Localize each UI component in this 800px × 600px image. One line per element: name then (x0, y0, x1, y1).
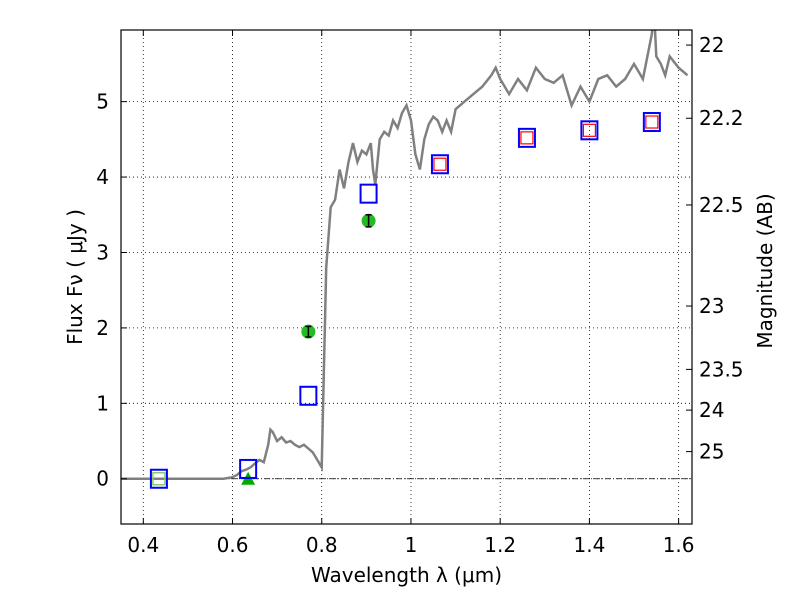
x-axis-label: Wavelength λ (μm) (311, 563, 502, 587)
axis-ticks: 0.4 0.6 0.8 1 1.2 1.4 1.60123452222.222.52323.… (96, 30, 744, 557)
right-tick-label: 23.5 (699, 357, 744, 381)
right-tick-label: 22 (699, 33, 724, 57)
spectrum-line-series (121, 30, 689, 480)
blue-square-marker (642, 112, 661, 133)
y-tick-label: 2 (96, 316, 109, 340)
spectrum-line (121, 30, 689, 480)
green-square-marker (152, 471, 166, 486)
red-square-marker (433, 157, 447, 171)
blue-square-marker (149, 468, 168, 489)
blue-square-marker (517, 127, 536, 148)
x-tick-label: 1.4 (573, 533, 605, 557)
y-axis-label-left: Flux Fν ( μJy ) (63, 209, 87, 345)
y-tick-label: 1 (96, 391, 109, 415)
right-tick-label: 24 (699, 398, 724, 422)
y-tick-label: 3 (96, 240, 109, 264)
red-square-marker (520, 131, 534, 145)
x-tick-label: 1.6 (663, 533, 695, 557)
blue-square-marker (239, 458, 258, 479)
y-tick-label: 0 (96, 467, 109, 491)
blue-square-marker (299, 385, 318, 406)
photometry-markers (149, 112, 661, 489)
x-tick-label: 1.2 (484, 533, 516, 557)
x-tick-label: 0.6 (217, 533, 249, 557)
axis-labels: Wavelength λ (μm) Flux Fν ( μJy ) Magnit… (63, 193, 777, 587)
right-tick-label: 23 (699, 294, 724, 318)
y-tick-label: 4 (96, 165, 109, 189)
red-square-marker (645, 115, 659, 129)
right-tick-label: 22.2 (699, 106, 744, 130)
blue-square-marker (430, 154, 449, 175)
plot-frame (120, 29, 693, 525)
x-tick-label: 1 (405, 533, 418, 557)
right-tick-label: 25 (699, 440, 724, 464)
y-axis-label-right: Magnitude (AB) (753, 193, 777, 348)
blue-square-marker (359, 183, 378, 204)
blue-square-marker (580, 120, 599, 141)
x-tick-label: 0.4 (127, 533, 159, 557)
y-tick-label: 5 (96, 90, 109, 114)
right-tick-label: 22.5 (699, 193, 744, 217)
x-tick-label: 0.8 (306, 533, 338, 557)
red-square-marker (582, 123, 596, 137)
